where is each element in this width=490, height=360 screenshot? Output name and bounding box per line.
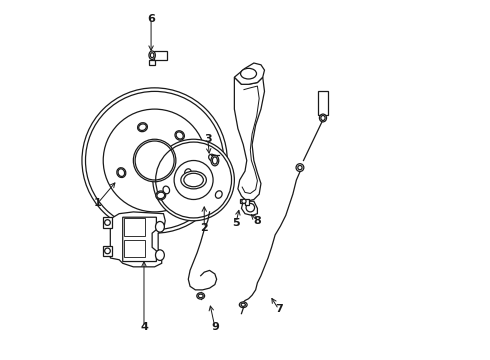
Text: 8: 8 — [253, 216, 261, 226]
Ellipse shape — [149, 51, 155, 59]
FancyBboxPatch shape — [124, 239, 146, 257]
Ellipse shape — [321, 116, 325, 121]
Ellipse shape — [117, 168, 126, 177]
Text: 6: 6 — [147, 14, 155, 24]
Ellipse shape — [197, 293, 205, 299]
Ellipse shape — [185, 169, 191, 176]
Ellipse shape — [319, 114, 326, 122]
Ellipse shape — [296, 164, 304, 171]
Ellipse shape — [184, 173, 203, 187]
Ellipse shape — [176, 132, 183, 139]
Polygon shape — [234, 63, 265, 84]
Circle shape — [105, 248, 110, 254]
Circle shape — [242, 199, 246, 203]
Circle shape — [246, 203, 255, 212]
Ellipse shape — [241, 68, 257, 79]
Ellipse shape — [216, 191, 222, 198]
Ellipse shape — [183, 168, 193, 177]
Ellipse shape — [212, 157, 218, 164]
FancyBboxPatch shape — [124, 218, 146, 236]
Polygon shape — [103, 246, 112, 256]
Ellipse shape — [150, 53, 154, 58]
Ellipse shape — [198, 294, 203, 298]
Polygon shape — [149, 60, 155, 65]
FancyBboxPatch shape — [318, 91, 328, 115]
Text: 9: 9 — [211, 322, 219, 332]
Text: 7: 7 — [275, 304, 283, 314]
Ellipse shape — [163, 186, 170, 194]
Circle shape — [82, 88, 227, 233]
Circle shape — [105, 220, 110, 225]
Ellipse shape — [209, 154, 216, 161]
Polygon shape — [103, 217, 112, 228]
Ellipse shape — [181, 171, 206, 189]
Polygon shape — [110, 212, 165, 267]
Text: 3: 3 — [204, 134, 212, 144]
Polygon shape — [234, 77, 265, 201]
Ellipse shape — [139, 124, 147, 130]
Ellipse shape — [138, 123, 147, 132]
Polygon shape — [240, 199, 248, 205]
FancyBboxPatch shape — [154, 51, 167, 60]
Ellipse shape — [241, 303, 245, 306]
Ellipse shape — [298, 166, 302, 170]
Text: 4: 4 — [140, 322, 148, 332]
Polygon shape — [122, 217, 156, 261]
Text: 1: 1 — [94, 198, 102, 208]
Ellipse shape — [155, 250, 164, 260]
Text: 5: 5 — [232, 217, 240, 228]
Ellipse shape — [175, 131, 184, 140]
Ellipse shape — [211, 155, 219, 166]
Text: 2: 2 — [200, 223, 208, 233]
Ellipse shape — [118, 169, 124, 176]
Circle shape — [153, 139, 234, 221]
Ellipse shape — [239, 302, 247, 307]
Polygon shape — [242, 201, 257, 215]
Ellipse shape — [155, 221, 164, 232]
Ellipse shape — [156, 191, 166, 200]
Circle shape — [133, 139, 176, 182]
Circle shape — [174, 161, 213, 199]
Ellipse shape — [157, 192, 165, 199]
